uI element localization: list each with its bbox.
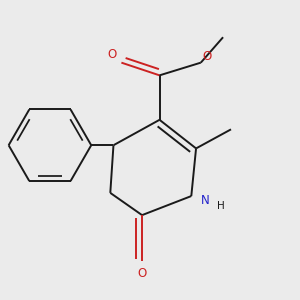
Text: H: H <box>217 201 224 211</box>
Text: O: O <box>137 267 147 280</box>
Text: N: N <box>201 194 210 207</box>
Text: O: O <box>202 50 212 63</box>
Text: O: O <box>107 48 116 61</box>
